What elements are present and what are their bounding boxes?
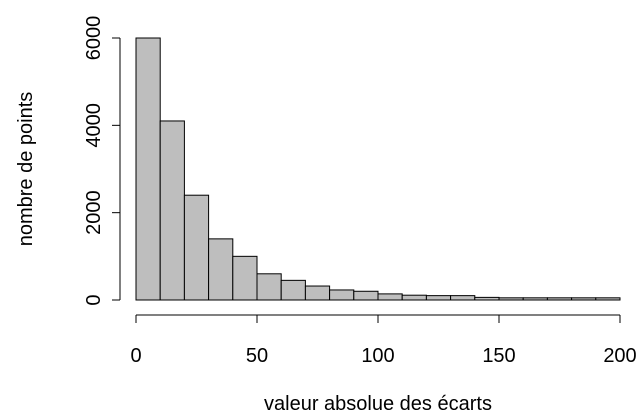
histogram-bar-1 <box>159 120 185 301</box>
y-tick-label-3: 6000 <box>83 16 105 61</box>
x-tick-label-2: 100 <box>361 345 394 367</box>
histogram-bar-16 <box>522 297 548 301</box>
histogram-bar-12 <box>425 295 452 301</box>
x-tick-label-1: 50 <box>246 345 268 367</box>
y-tick-label-2: 4000 <box>83 103 105 148</box>
histogram-bar-0 <box>135 37 161 301</box>
histogram-bar-13 <box>450 295 476 301</box>
x-tick-label-0: 0 <box>130 345 141 367</box>
x-axis: 0 50 100 150 200 <box>130 314 637 367</box>
x-tick-label-3: 150 <box>482 345 515 367</box>
histogram-bar-6 <box>280 279 306 301</box>
histogram-bar-19 <box>595 297 621 301</box>
histogram-bar-17 <box>546 297 573 301</box>
y-tick-label-1: 2000 <box>83 190 105 235</box>
histogram-bar-8 <box>329 289 355 301</box>
histogram-bar-7 <box>304 285 331 301</box>
histogram-bar-4 <box>232 255 258 301</box>
y-axis: 0 2000 4000 6000 <box>83 16 121 306</box>
y-tick-label-0: 0 <box>83 294 105 305</box>
histogram-bar-15 <box>498 297 524 301</box>
x-tick-label-4: 200 <box>603 345 636 367</box>
x-axis-title: valeur absolue des écarts <box>264 393 492 415</box>
histogram-bar-2 <box>183 194 210 301</box>
histogram-bar-9 <box>353 290 379 301</box>
histogram-bar-3 <box>208 238 234 301</box>
y-axis-title: nombre de points <box>15 92 37 247</box>
histogram-bars <box>135 37 621 301</box>
histogram-bar-18 <box>571 297 597 301</box>
histogram-bar-10 <box>377 293 403 301</box>
histogram-bar-5 <box>256 273 282 301</box>
histogram-bar-11 <box>401 294 427 301</box>
histogram-bar-14 <box>474 296 500 301</box>
